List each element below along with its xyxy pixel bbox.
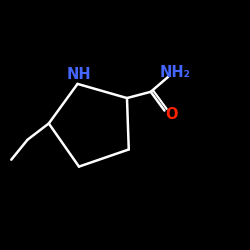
- Text: NH₂: NH₂: [160, 65, 191, 80]
- Text: NH: NH: [66, 67, 91, 82]
- Text: O: O: [165, 107, 178, 122]
